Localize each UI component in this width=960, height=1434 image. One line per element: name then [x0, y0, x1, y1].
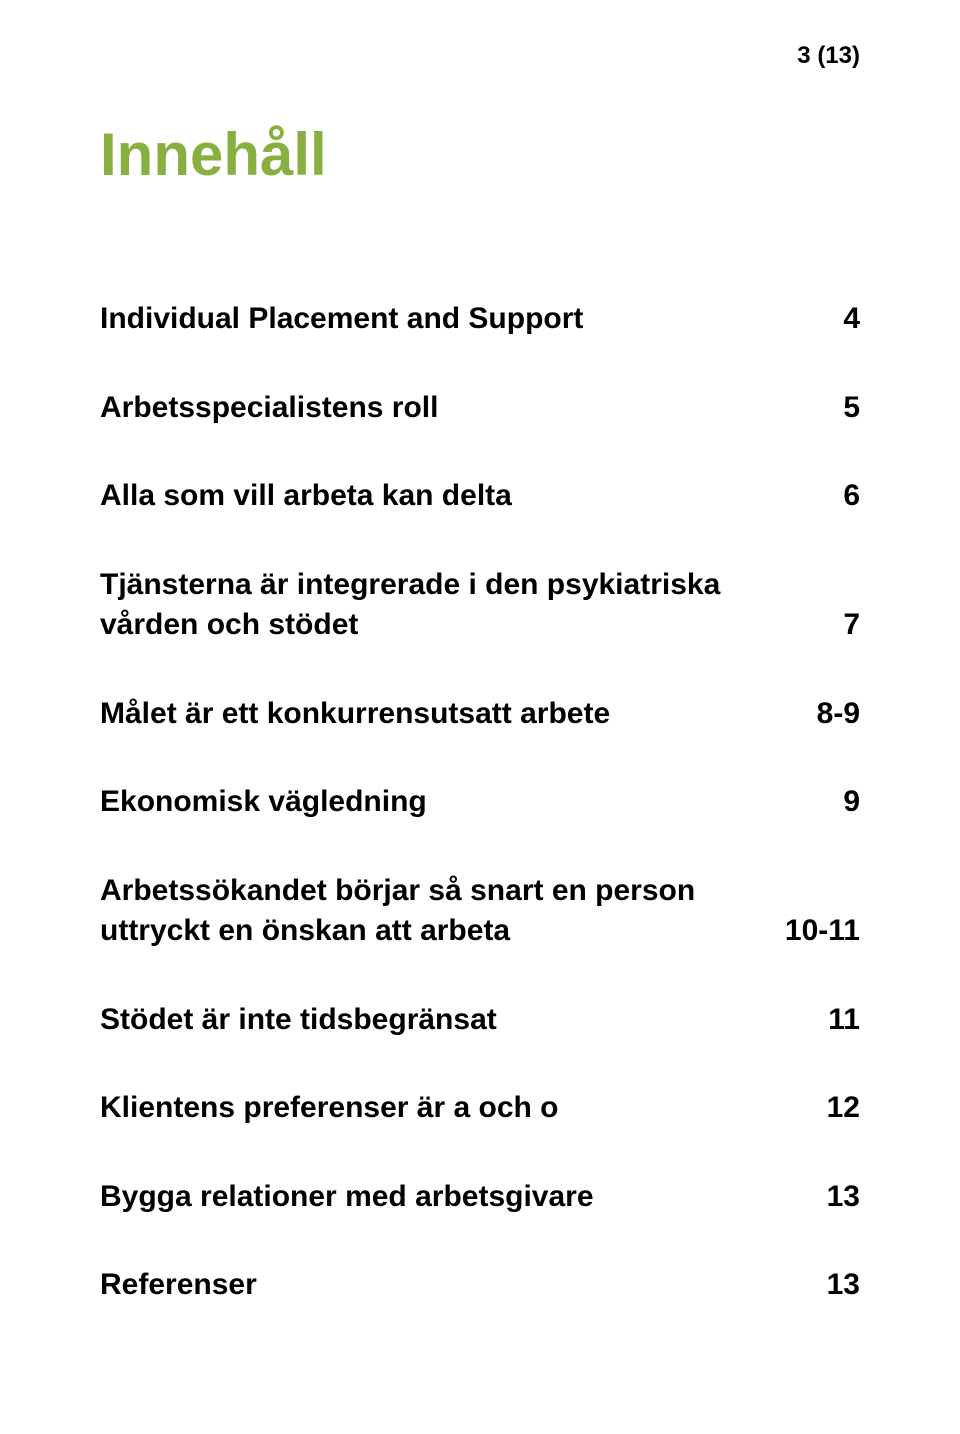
toc-entry: Bygga relationer med arbetsgivare13 — [100, 1177, 860, 1218]
toc-entry-page: 6 — [780, 476, 860, 517]
page-title: Innehåll — [100, 120, 860, 189]
toc-entry: Stödet är inte tidsbegränsat11 — [100, 1000, 860, 1041]
toc-entry-label: Individual Placement and Support — [100, 299, 780, 340]
toc-entry-label: Arbetssökandet börjar så snart en person… — [100, 871, 780, 952]
toc-entry-page: 5 — [780, 388, 860, 429]
toc-entry-label: Referenser — [100, 1265, 780, 1306]
table-of-contents: Individual Placement and Support4 Arbetss… — [100, 299, 860, 1306]
toc-entry-page: 11 — [780, 1000, 860, 1041]
toc-entry-label: Bygga relationer med arbetsgivare — [100, 1177, 780, 1218]
toc-entry-page: 8-9 — [780, 694, 860, 735]
toc-entry-label: Arbetsspecialistens roll — [100, 388, 780, 429]
toc-entry-label: Stödet är inte tidsbegränsat — [100, 1000, 780, 1041]
toc-entry: Arbetssökandet börjar så snart en person… — [100, 871, 860, 952]
page-number: 3 (13) — [797, 42, 860, 70]
toc-entry: Alla som vill arbeta kan delta6 — [100, 476, 860, 517]
toc-entry-label: Alla som vill arbeta kan delta — [100, 476, 780, 517]
toc-entry: Individual Placement and Support4 — [100, 299, 860, 340]
toc-entry-page: 10-11 — [780, 911, 860, 952]
toc-entry-page: 13 — [780, 1265, 860, 1306]
toc-entry: Klientens preferenser är a och o12 — [100, 1088, 860, 1129]
toc-entry: Arbetsspecialistens roll5 — [100, 388, 860, 429]
toc-entry-page: 7 — [780, 605, 860, 646]
toc-entry: Referenser13 — [100, 1265, 860, 1306]
toc-entry-page: 4 — [780, 299, 860, 340]
toc-entry-page: 13 — [780, 1177, 860, 1218]
toc-entry-label: Målet är ett konkurrensutsatt arbete — [100, 694, 780, 735]
toc-entry-label: Klientens preferenser är a och o — [100, 1088, 780, 1129]
toc-entry-page: 12 — [780, 1088, 860, 1129]
toc-entry-page: 9 — [780, 782, 860, 823]
toc-entry: Ekonomisk vägledning9 — [100, 782, 860, 823]
toc-entry-label: Tjänsterna är integrerade i den psykiatr… — [100, 565, 780, 646]
toc-entry-label: Ekonomisk vägledning — [100, 782, 780, 823]
toc-entry: Målet är ett konkurrensutsatt arbete8-9 — [100, 694, 860, 735]
document-page: 3 (13) Innehåll Individual Placement and… — [0, 0, 960, 1434]
toc-entry: Tjänsterna är integrerade i den psykiatr… — [100, 565, 860, 646]
